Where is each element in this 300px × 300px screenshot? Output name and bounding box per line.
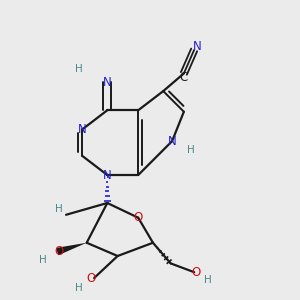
Text: O: O <box>191 266 200 279</box>
Text: H: H <box>39 255 47 266</box>
Text: N: N <box>103 76 112 89</box>
Text: N: N <box>193 40 202 53</box>
Text: O: O <box>54 245 63 258</box>
Text: H: H <box>56 204 63 214</box>
Text: H: H <box>76 64 83 74</box>
Text: N: N <box>103 169 112 182</box>
Text: O: O <box>134 211 143 224</box>
Polygon shape <box>56 243 87 255</box>
Text: H: H <box>76 284 83 293</box>
Text: O: O <box>86 272 96 285</box>
Text: N: N <box>78 123 87 136</box>
Text: N: N <box>168 135 176 148</box>
Text: H: H <box>187 145 195 155</box>
Text: C: C <box>180 71 188 84</box>
Text: H: H <box>203 275 211 285</box>
